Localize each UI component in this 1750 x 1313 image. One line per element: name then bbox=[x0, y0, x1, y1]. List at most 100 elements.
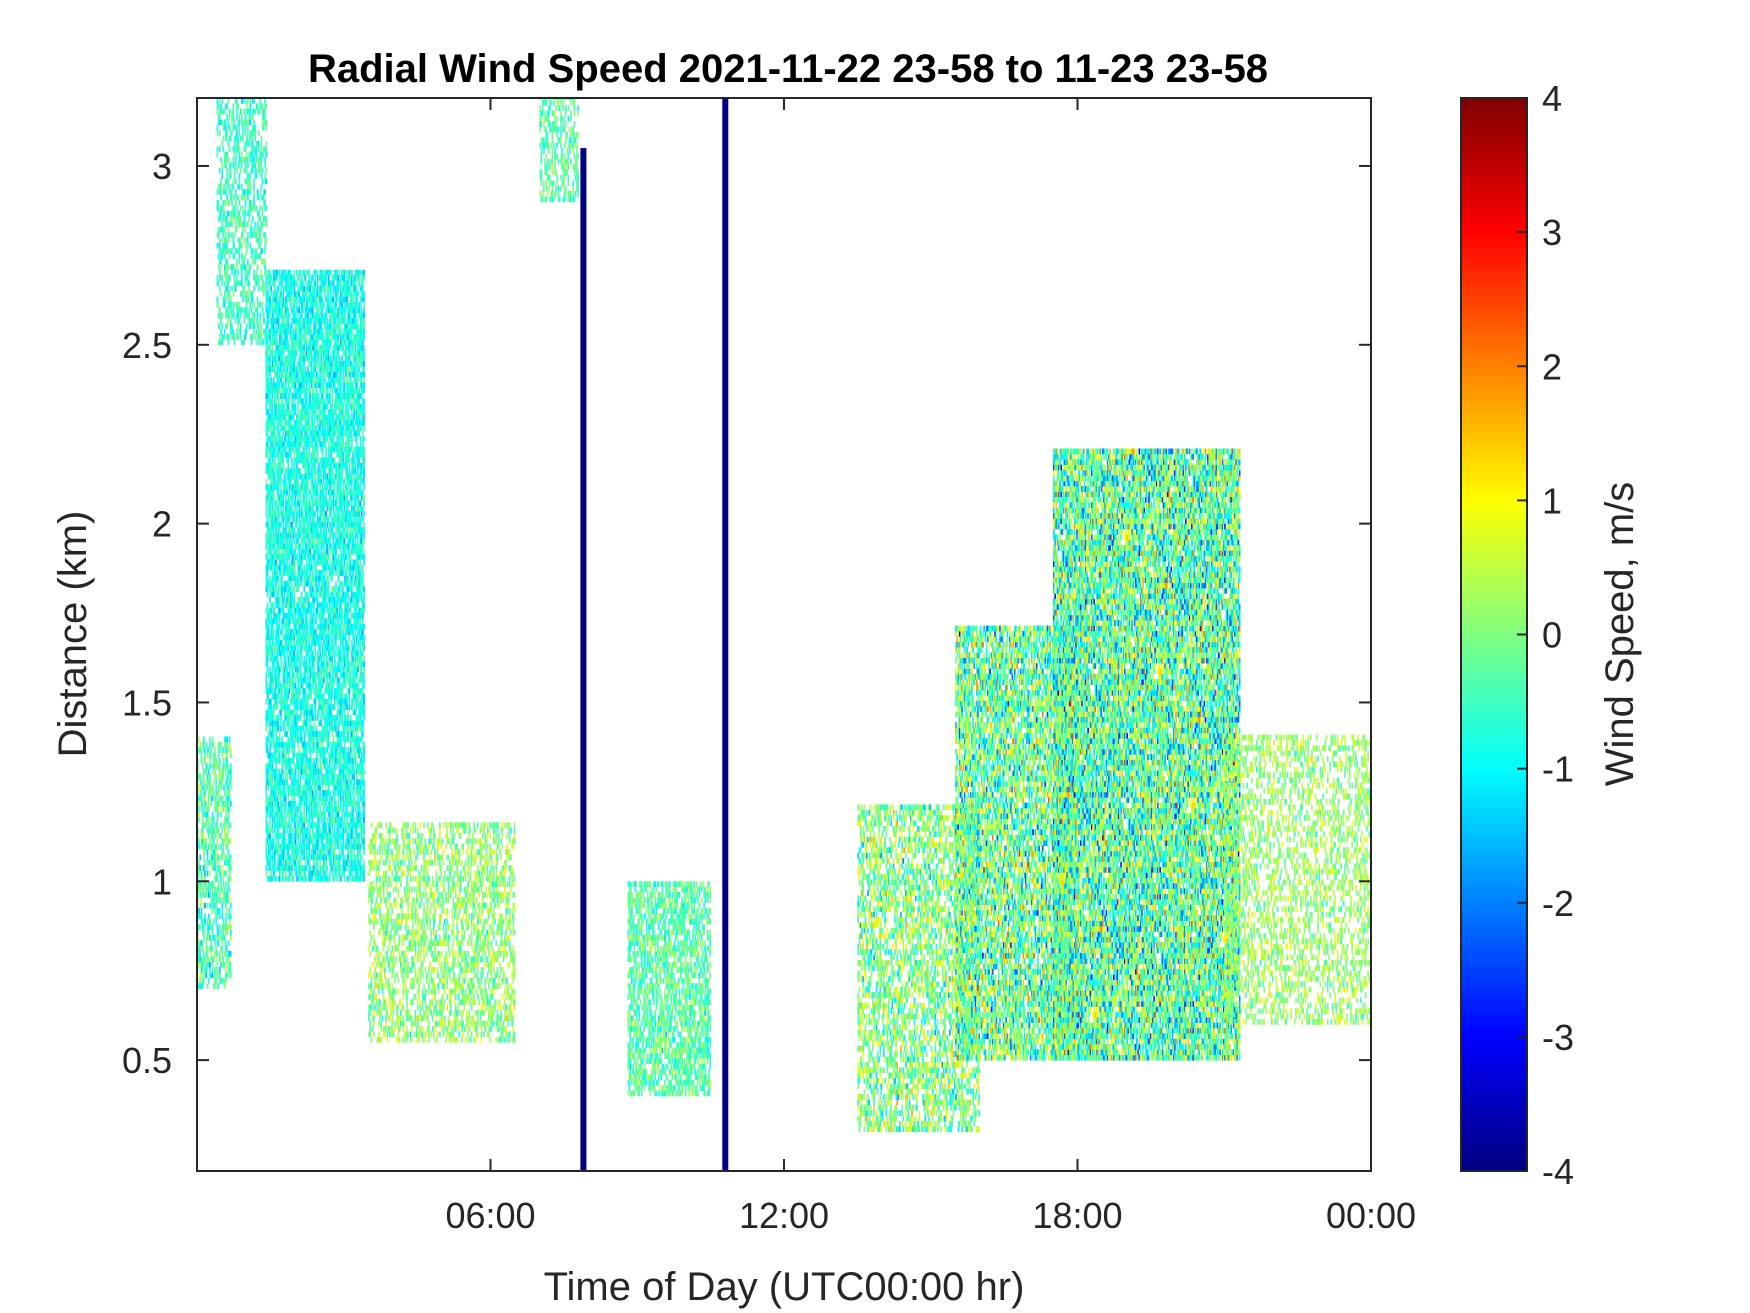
heatmap-cell bbox=[213, 742, 215, 748]
heatmap-cell bbox=[235, 162, 237, 168]
heatmap-cell bbox=[218, 280, 220, 286]
heatmap-cell bbox=[217, 962, 219, 968]
heatmap-cell bbox=[203, 865, 205, 871]
heatmap-cell bbox=[255, 109, 257, 115]
heatmap-cell bbox=[235, 270, 237, 276]
heatmap-cell bbox=[225, 978, 227, 984]
heatmap-cell bbox=[245, 130, 247, 136]
heatmap-cell bbox=[261, 184, 263, 190]
heatmap-cell bbox=[266, 238, 268, 244]
heatmap-cell bbox=[214, 908, 216, 914]
heatmap-cell bbox=[222, 908, 224, 914]
heatmap-cell bbox=[247, 195, 249, 201]
heatmap-cell bbox=[258, 109, 260, 115]
heatmap-cell bbox=[217, 152, 219, 158]
heatmap-cell bbox=[223, 876, 225, 882]
heatmap-cell bbox=[240, 334, 242, 340]
heatmap-cell bbox=[255, 130, 257, 136]
heatmap-cell bbox=[223, 806, 225, 812]
heatmap-cell bbox=[204, 790, 206, 796]
heatmap-cell bbox=[209, 935, 211, 941]
heatmap-cell bbox=[217, 758, 219, 764]
heatmap-cell bbox=[252, 334, 254, 340]
heatmap-cell bbox=[242, 254, 244, 260]
heatmap-cell bbox=[261, 227, 263, 233]
heatmap-cell bbox=[255, 259, 257, 265]
heatmap-cell bbox=[215, 978, 217, 984]
heatmap-cell bbox=[258, 130, 260, 136]
heatmap-cell bbox=[217, 849, 219, 855]
heatmap-cell bbox=[220, 833, 222, 839]
heatmap-cell bbox=[224, 962, 226, 968]
heatmap-cell bbox=[262, 275, 264, 281]
heatmap-cell bbox=[218, 828, 220, 834]
heatmap-cell bbox=[209, 774, 211, 780]
heatmap-cell bbox=[259, 302, 261, 308]
heatmap-cell bbox=[247, 130, 249, 136]
heatmap-cell bbox=[248, 280, 250, 286]
heatmap-cell bbox=[226, 136, 228, 142]
heatmap-cell bbox=[220, 259, 222, 265]
heatmap-cell bbox=[209, 887, 211, 893]
heatmap-cell bbox=[269, 726, 271, 732]
heatmap-cell bbox=[268, 769, 270, 775]
heatmap-cell bbox=[229, 887, 231, 893]
heatmap-cell bbox=[231, 200, 233, 206]
heatmap-cell bbox=[220, 876, 222, 882]
heatmap-cell bbox=[222, 887, 224, 893]
heatmap-cell bbox=[206, 865, 208, 871]
heatmap-cell bbox=[215, 860, 217, 866]
heatmap-cell bbox=[267, 570, 269, 576]
heatmap-cell bbox=[266, 152, 268, 158]
heatmap-cell bbox=[239, 114, 241, 120]
heatmap-cell bbox=[228, 280, 230, 286]
heatmap-cell bbox=[209, 736, 211, 742]
heatmap-cell bbox=[219, 967, 221, 973]
heatmap-cell bbox=[251, 339, 253, 345]
heatmap-cell bbox=[203, 833, 205, 839]
heatmap-cell bbox=[246, 168, 248, 174]
heatmap-cell bbox=[220, 179, 222, 185]
heatmap-cell bbox=[229, 956, 231, 962]
heatmap-cell bbox=[244, 286, 246, 292]
heatmap-cell bbox=[247, 221, 249, 227]
heatmap-cell bbox=[230, 785, 232, 791]
heatmap-cell bbox=[241, 184, 243, 190]
heatmap-cell bbox=[239, 179, 241, 185]
heatmap-cell bbox=[219, 243, 221, 249]
heatmap-cell bbox=[228, 120, 230, 126]
heatmap-cell bbox=[251, 200, 253, 206]
heatmap-cell bbox=[226, 243, 228, 249]
heatmap-cell bbox=[226, 114, 228, 120]
heatmap-cell bbox=[266, 677, 268, 683]
heatmap-cell bbox=[245, 280, 247, 286]
heatmap-cell bbox=[222, 753, 224, 759]
heatmap-cell bbox=[219, 956, 221, 962]
heatmap-cell bbox=[231, 221, 233, 227]
heatmap-cell bbox=[258, 195, 260, 201]
heatmap-cell bbox=[230, 779, 232, 785]
heatmap-cell bbox=[230, 914, 232, 920]
heatmap-cell bbox=[198, 801, 200, 807]
heatmap-cell bbox=[235, 179, 237, 185]
heatmap-cell bbox=[230, 822, 232, 828]
heatmap-cell bbox=[207, 903, 209, 909]
heatmap-cell bbox=[245, 243, 247, 249]
heatmap-cell bbox=[208, 747, 210, 753]
heatmap-cell bbox=[213, 822, 215, 828]
heatmap-cell bbox=[239, 173, 241, 179]
heatmap-cell bbox=[207, 871, 209, 877]
heatmap-cell bbox=[226, 753, 228, 759]
heatmap-cell bbox=[214, 796, 216, 802]
heatmap-cell bbox=[266, 871, 268, 877]
heatmap-cell bbox=[253, 195, 255, 201]
heatmap-cell bbox=[269, 458, 271, 464]
heatmap-cell bbox=[206, 838, 208, 844]
heatmap-cell bbox=[219, 238, 221, 244]
heatmap-cell bbox=[247, 125, 249, 131]
heatmap-cell bbox=[201, 871, 203, 877]
heatmap-cell bbox=[218, 930, 220, 936]
heatmap-cell bbox=[217, 967, 219, 973]
heatmap-cell bbox=[220, 822, 222, 828]
heatmap-cell bbox=[215, 946, 217, 952]
